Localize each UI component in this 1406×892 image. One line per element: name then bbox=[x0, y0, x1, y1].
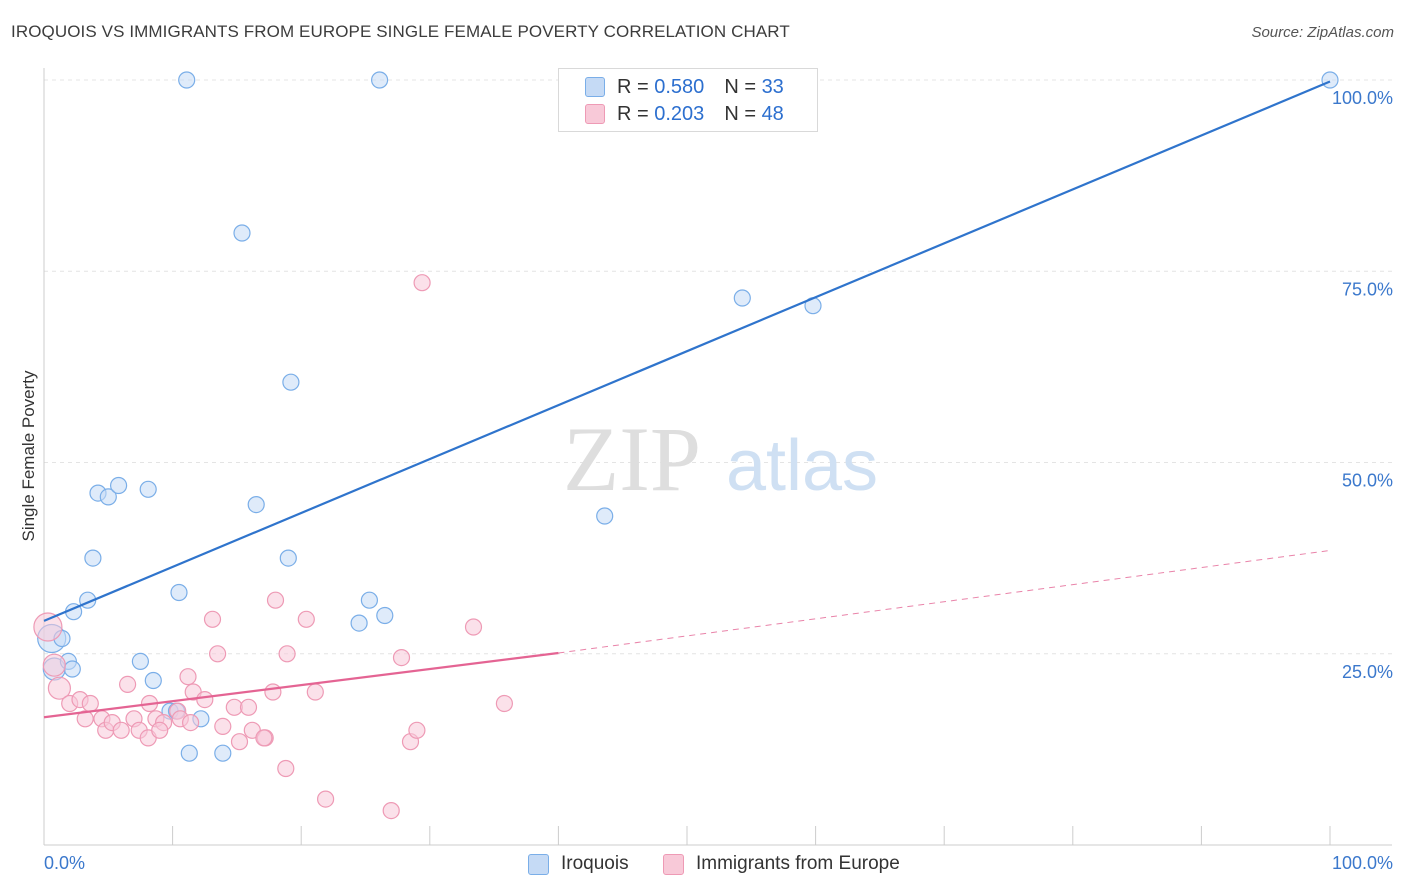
iroquois-point-9 bbox=[99, 488, 117, 506]
iroquois-point-22 bbox=[247, 496, 265, 514]
europe-point-11 bbox=[112, 721, 130, 739]
iroquois-point-27 bbox=[371, 71, 389, 89]
europe-point-24 bbox=[196, 690, 214, 709]
iroquois-point-17 bbox=[180, 744, 198, 762]
iroquois-point-11 bbox=[131, 652, 149, 671]
europe-point-47 bbox=[495, 694, 513, 713]
x-tick-label-max: 100.0% bbox=[1332, 853, 1393, 873]
europe-point-22 bbox=[182, 713, 200, 732]
europe-point-25 bbox=[203, 610, 222, 628]
europe-point-30 bbox=[239, 698, 258, 716]
iroquois-point-24 bbox=[279, 549, 297, 567]
iroquois-point-30 bbox=[733, 289, 751, 307]
iroquois-point-23 bbox=[282, 373, 300, 391]
legend-label-europe: Immigrants from Europe bbox=[696, 853, 900, 874]
tick-labels: 25.0% 50.0% 75.0% 100.0% 0.0% 100.0% bbox=[44, 88, 1393, 873]
trend-lines bbox=[43, 80, 1331, 719]
europe-point-36 bbox=[277, 759, 295, 778]
legend-r-label: R = bbox=[617, 102, 649, 125]
legend-swatch-iroquois bbox=[528, 853, 549, 875]
iroquois-point-32 bbox=[1321, 71, 1339, 89]
legend-r-value: 0.580 bbox=[654, 75, 705, 98]
iroquois-point-12 bbox=[139, 480, 157, 498]
europe-point-37 bbox=[278, 645, 296, 663]
series-legend: Iroquois Immigrants from Europe bbox=[0, 851, 1406, 879]
y-tick-label-3: 100.0% bbox=[1332, 88, 1393, 108]
europe-point-5 bbox=[76, 710, 94, 728]
legend-r-label: R = bbox=[617, 75, 649, 98]
legend-item-europe: Immigrants from Europe bbox=[663, 853, 900, 875]
iroquois-trend-line bbox=[43, 80, 1331, 622]
europe-point-38 bbox=[297, 610, 315, 628]
y-axis-title: Single Female Poverty bbox=[19, 370, 38, 542]
legend-row-europe: R = 0.203 N = 48 bbox=[585, 101, 784, 127]
europe-point-6 bbox=[81, 694, 99, 713]
legend-label-iroquois: Iroquois bbox=[561, 853, 629, 874]
iroquois-point-13 bbox=[144, 671, 162, 690]
iroquois-point-25 bbox=[350, 614, 368, 632]
europe-point-27 bbox=[209, 645, 227, 663]
europe-trend-line bbox=[43, 651, 559, 719]
legend-swatch-europe bbox=[663, 853, 684, 875]
iroquois-point-26 bbox=[360, 591, 378, 609]
legend-r-value: 0.203 bbox=[654, 102, 705, 125]
europe-point-10 bbox=[118, 675, 137, 694]
chart-title: IROQUOIS VS IMMIGRANTS FROM EUROPE SINGL… bbox=[11, 22, 790, 41]
iroquois-point-10 bbox=[109, 476, 128, 495]
europe-point-34 bbox=[264, 683, 282, 701]
iroquois-point-18 bbox=[178, 71, 196, 89]
y-tick-label-1: 50.0% bbox=[1342, 471, 1393, 491]
europe-trend-extension bbox=[558, 549, 1331, 654]
chart-source: Source: ZipAtlas.com bbox=[1251, 24, 1394, 41]
legend-item-iroquois: Iroquois bbox=[528, 853, 629, 875]
iroquois-point-28 bbox=[376, 606, 394, 625]
europe-point-39 bbox=[306, 683, 324, 701]
iroquois-point-16 bbox=[170, 583, 188, 602]
iroquois-point-4 bbox=[63, 660, 81, 678]
watermark-atlas: atlas bbox=[726, 426, 878, 506]
europe-point-29 bbox=[230, 733, 249, 751]
iroquois-point-29 bbox=[596, 507, 614, 525]
europe-point-33 bbox=[255, 729, 273, 747]
correlation-legend: R = 0.580 N = 33 R = 0.203 N = 48 bbox=[558, 68, 818, 132]
iroquois-point-20 bbox=[214, 744, 232, 762]
axes bbox=[43, 68, 1392, 846]
watermark: ZIP atlas bbox=[563, 408, 878, 510]
gridlines bbox=[44, 79, 1392, 655]
europe-point-46 bbox=[464, 618, 483, 636]
europe-point-41 bbox=[382, 801, 400, 820]
legend-n-value: 48 bbox=[761, 102, 784, 125]
europe-point-26 bbox=[214, 717, 232, 736]
europe-point-42 bbox=[392, 648, 411, 667]
y-tick-label-0: 25.0% bbox=[1342, 662, 1393, 682]
iroquois-point-21 bbox=[233, 224, 251, 242]
iroquois-point-7 bbox=[84, 549, 102, 567]
europe-point-2 bbox=[47, 676, 72, 700]
europe-point-45 bbox=[413, 274, 431, 292]
legend-swatch-iroquois bbox=[585, 77, 605, 97]
europe-point-21 bbox=[179, 668, 197, 686]
europe-point-0 bbox=[33, 612, 63, 642]
y-tick-label-2: 75.0% bbox=[1342, 279, 1393, 299]
europe-point-35 bbox=[266, 591, 285, 609]
x-tick-label-min: 0.0% bbox=[44, 853, 85, 873]
watermark-zip: ZIP bbox=[563, 408, 701, 510]
data-points bbox=[33, 71, 1339, 820]
legend-n-value: 33 bbox=[761, 75, 784, 98]
europe-point-18 bbox=[151, 721, 169, 739]
legend-swatch-europe bbox=[585, 104, 605, 124]
europe-point-40 bbox=[317, 790, 335, 808]
legend-n-label: N = bbox=[724, 75, 756, 98]
legend-row-iroquois: R = 0.580 N = 33 bbox=[585, 74, 784, 100]
legend-n-label: N = bbox=[724, 102, 756, 125]
europe-point-1 bbox=[42, 653, 66, 677]
europe-point-44 bbox=[408, 721, 426, 739]
